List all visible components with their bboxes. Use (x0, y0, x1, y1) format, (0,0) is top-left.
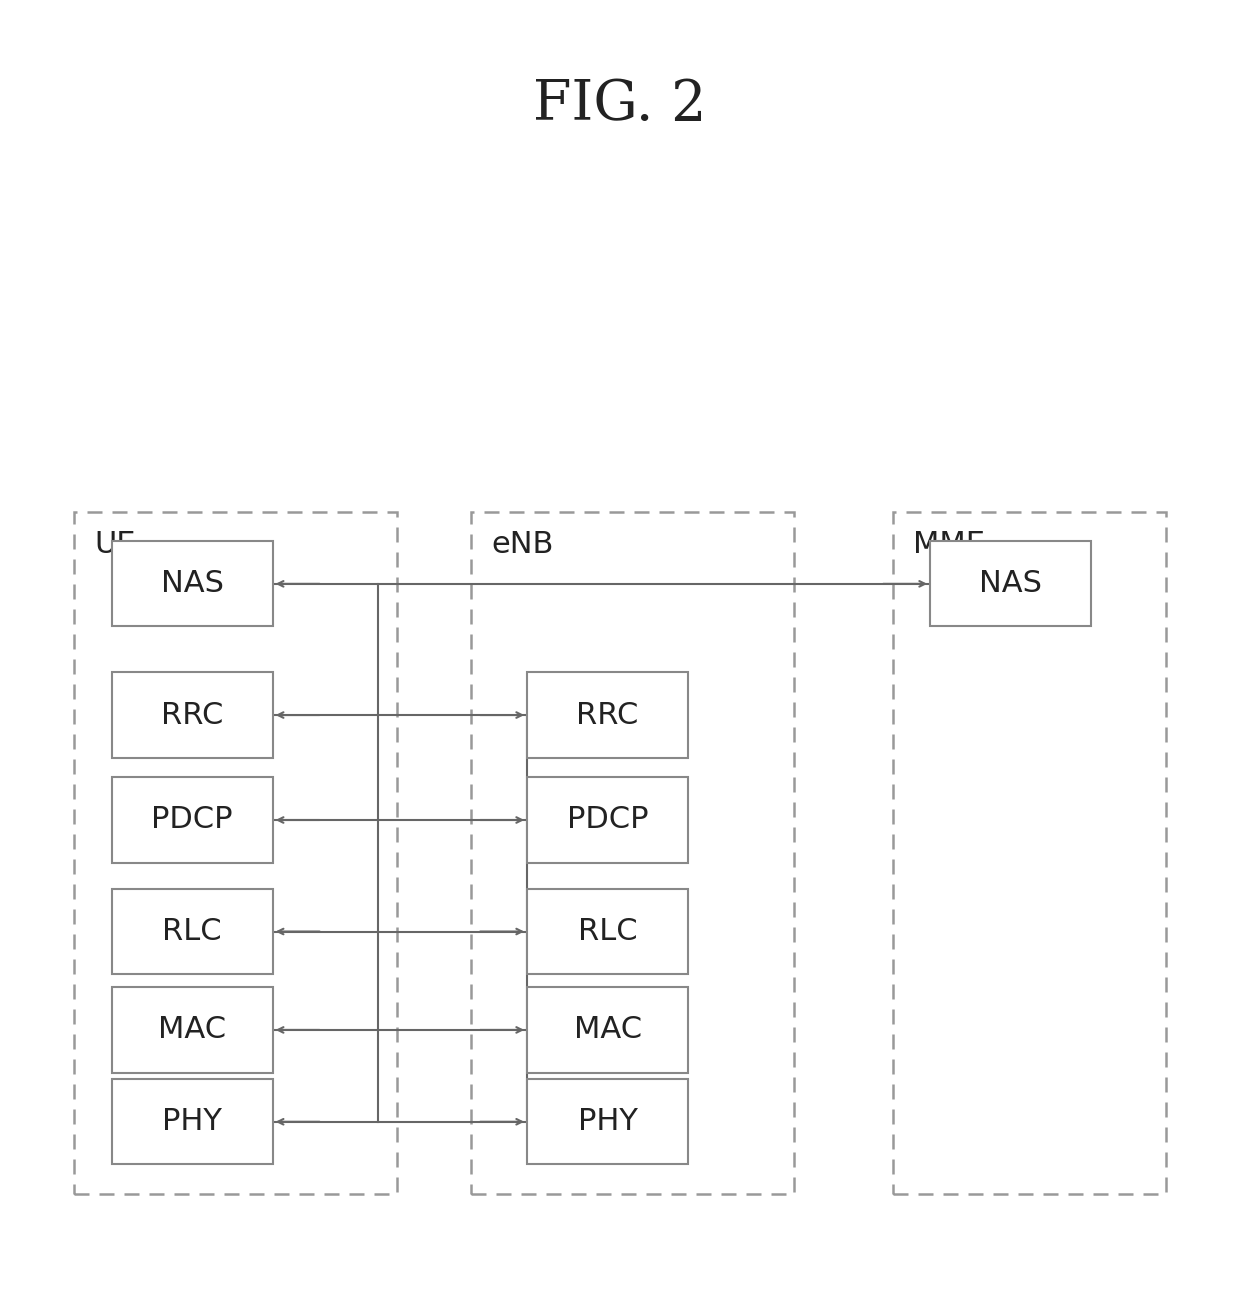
Bar (112, 890, 273, 974)
Text: PDCP: PDCP (151, 806, 233, 834)
Text: MAC: MAC (159, 1015, 226, 1044)
Bar (527, 987, 688, 1073)
Bar (112, 541, 273, 626)
Bar (930, 541, 1091, 626)
Bar (471, 512, 794, 1194)
Text: UE: UE (94, 530, 135, 559)
Text: PHY: PHY (578, 1107, 637, 1136)
Bar (112, 987, 273, 1073)
Bar (112, 1078, 273, 1165)
Text: PHY: PHY (162, 1107, 222, 1136)
Text: RLC: RLC (578, 917, 637, 946)
Bar (527, 673, 688, 758)
Text: RLC: RLC (162, 917, 222, 946)
Bar (112, 777, 273, 863)
Bar (527, 890, 688, 974)
Bar (893, 512, 1166, 1194)
Text: eNB: eNB (491, 530, 553, 559)
Text: MAC: MAC (574, 1015, 641, 1044)
Bar (527, 777, 688, 863)
Text: MME: MME (913, 530, 985, 559)
Bar (527, 1078, 688, 1165)
Bar (112, 673, 273, 758)
Bar (74, 512, 397, 1194)
Text: RRC: RRC (577, 701, 639, 729)
Text: PDCP: PDCP (567, 806, 649, 834)
Text: NAS: NAS (161, 569, 223, 598)
Text: RRC: RRC (161, 701, 223, 729)
Text: FIG. 2: FIG. 2 (533, 77, 707, 133)
Text: NAS: NAS (980, 569, 1042, 598)
